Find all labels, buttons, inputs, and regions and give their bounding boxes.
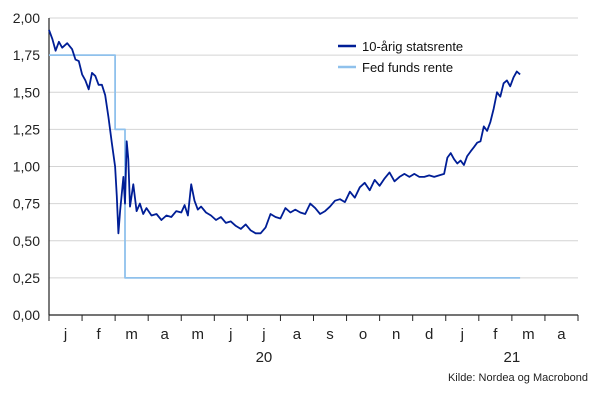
- month-label: a: [293, 326, 302, 343]
- y-tick-label: 1,00: [13, 159, 40, 175]
- month-label: n: [392, 326, 400, 343]
- month-label: f: [493, 326, 498, 343]
- y-tick-label: 1,75: [13, 47, 40, 63]
- month-label: m: [522, 326, 535, 343]
- year-label: 21: [504, 349, 521, 366]
- month-label: f: [97, 326, 102, 343]
- y-tick-label: 0,75: [13, 196, 40, 212]
- series-line: [48, 29, 521, 235]
- y-tick-label: 2,00: [13, 10, 40, 26]
- month-label: m: [125, 326, 138, 343]
- x-axis-ticks: j f m a m j j a s o n d j f m a 20 21: [48, 315, 579, 366]
- series-line: [49, 54, 521, 279]
- month-label: d: [425, 326, 433, 343]
- month-label: j: [460, 326, 464, 343]
- series-lines: [48, 29, 521, 279]
- month-label: j: [261, 326, 265, 343]
- y-tick-label: 0,50: [13, 233, 40, 249]
- y-tick-label: 0,25: [13, 270, 40, 286]
- source-note: Kilde: Nordea og Macrobond: [447, 372, 588, 384]
- month-label: a: [161, 326, 170, 343]
- y-tick-label: 1,50: [13, 84, 40, 100]
- y-axis-ticks: 0,00 0,25 0,50 0,75 1,00 1,25 1,50 1,75 2,00: [13, 10, 40, 323]
- legend: 10-årig statsrente Fed funds rente: [338, 39, 463, 75]
- y-tick-label: 1,25: [13, 121, 40, 137]
- month-label: s: [326, 326, 334, 343]
- month-label: a: [557, 326, 566, 343]
- legend-label: Fed funds rente: [362, 60, 453, 75]
- legend-label: 10-årig statsrente: [362, 39, 463, 54]
- year-label: 20: [256, 349, 273, 366]
- month-label: m: [192, 326, 205, 343]
- month-label: j: [228, 326, 232, 343]
- month-label: j: [63, 326, 67, 343]
- y-tick-label: 0,00: [13, 307, 40, 323]
- month-label: o: [359, 326, 367, 343]
